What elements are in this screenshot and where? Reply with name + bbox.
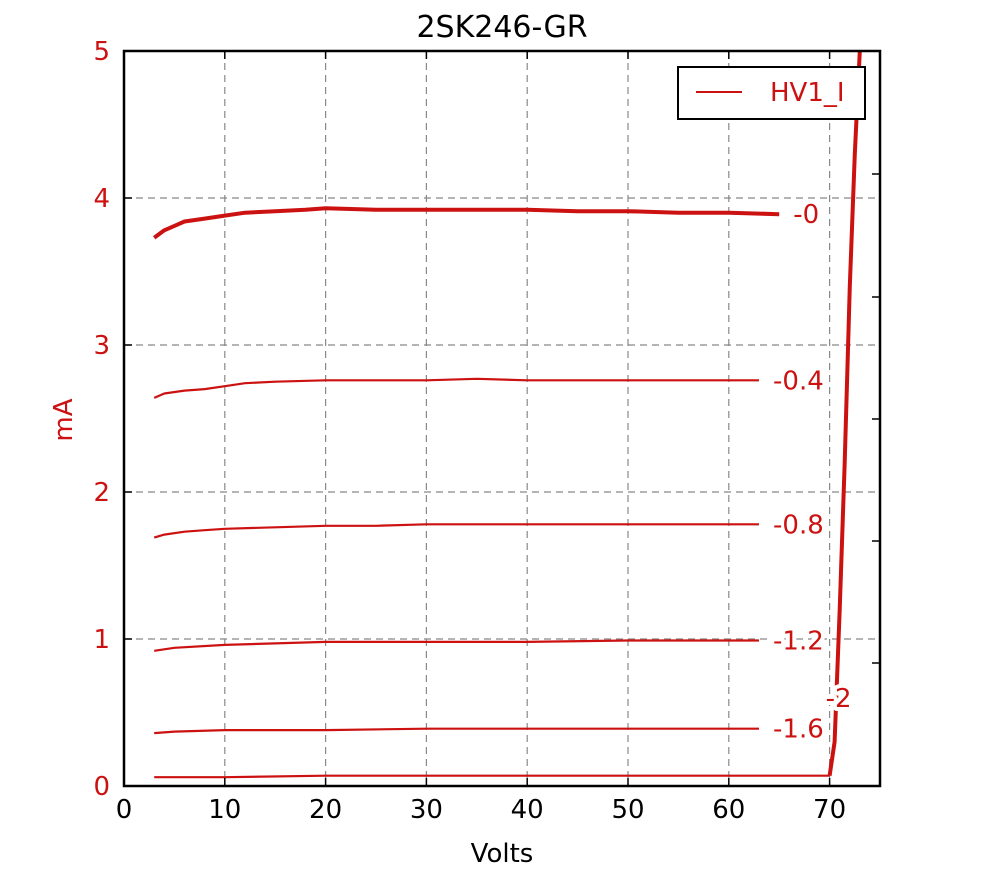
plot-area-frame (122, 49, 882, 788)
x-tick-label: 70 (813, 795, 846, 825)
series-line-0 (153, 206, 780, 240)
x-tick-label: 60 (712, 795, 745, 825)
x-tick-label: 0 (116, 795, 133, 825)
y-tick-label: 4 (93, 184, 110, 214)
x-tick-label: 10 (208, 795, 241, 825)
y-tick-label: 3 (93, 331, 110, 361)
y-tick-label: 5 (93, 37, 110, 67)
y-tick-label: 2 (93, 478, 110, 508)
chart-title: 2SK246-GR (416, 10, 587, 45)
curve-label: -0 (793, 200, 819, 230)
legend-entry-hv1-i: HV1_I (770, 78, 845, 108)
series-line-5 (154, 774, 830, 779)
series-line-1 (153, 377, 759, 399)
y-axis-label: mA (49, 398, 79, 441)
series-line-2 (153, 523, 759, 539)
y-tick-label: 0 (93, 772, 110, 802)
grid (124, 51, 880, 786)
x-tick-label: 20 (309, 795, 342, 825)
breakdown-trace (827, 50, 862, 776)
x-axis-label: Volts (471, 839, 534, 869)
series-group (153, 50, 862, 779)
y-tick-label: 1 (93, 625, 110, 655)
curve-label: -1.6 (773, 715, 824, 745)
series-line-3 (154, 639, 759, 652)
x-tick-label: 40 (511, 795, 544, 825)
curve-label: -0.8 (773, 510, 824, 540)
curve-labels: -0 -0.4 -0.8 -1.2 -1.6-2 (769, 196, 855, 748)
x-tick-label: 50 (611, 795, 644, 825)
series-line-4 (154, 727, 759, 735)
curve-label: -0.4 (773, 366, 824, 396)
axis-ticks: 0 10 20 30 40 50 60 70 0 1 2 3 4 5 (93, 37, 880, 825)
curve-label: -1.2 (773, 626, 824, 656)
curve-label: -2 (826, 684, 852, 714)
legend: HV1_I (677, 66, 866, 120)
x-tick-label: 30 (410, 795, 443, 825)
